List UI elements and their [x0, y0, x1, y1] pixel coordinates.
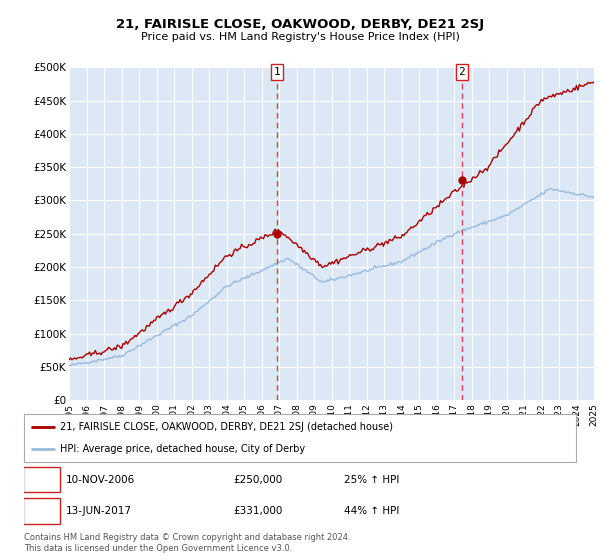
- Text: 13-JUN-2017: 13-JUN-2017: [65, 506, 131, 516]
- Text: Price paid vs. HM Land Registry's House Price Index (HPI): Price paid vs. HM Land Registry's House …: [140, 32, 460, 42]
- Text: HPI: Average price, detached house, City of Derby: HPI: Average price, detached house, City…: [60, 444, 305, 454]
- Text: £331,000: £331,000: [234, 506, 283, 516]
- Text: 1: 1: [38, 475, 45, 484]
- Text: 21, FAIRISLE CLOSE, OAKWOOD, DERBY, DE21 2SJ (detached house): 21, FAIRISLE CLOSE, OAKWOOD, DERBY, DE21…: [60, 422, 393, 432]
- FancyBboxPatch shape: [23, 498, 61, 524]
- Text: 2: 2: [38, 506, 45, 516]
- Text: 25% ↑ HPI: 25% ↑ HPI: [344, 475, 400, 484]
- Text: £250,000: £250,000: [234, 475, 283, 484]
- Text: 21, FAIRISLE CLOSE, OAKWOOD, DERBY, DE21 2SJ: 21, FAIRISLE CLOSE, OAKWOOD, DERBY, DE21…: [116, 18, 484, 31]
- FancyBboxPatch shape: [23, 466, 61, 492]
- Text: 10-NOV-2006: 10-NOV-2006: [65, 475, 134, 484]
- Text: Contains HM Land Registry data © Crown copyright and database right 2024.
This d: Contains HM Land Registry data © Crown c…: [24, 533, 350, 553]
- Text: 1: 1: [274, 67, 280, 77]
- Text: 44% ↑ HPI: 44% ↑ HPI: [344, 506, 400, 516]
- Text: 2: 2: [458, 67, 465, 77]
